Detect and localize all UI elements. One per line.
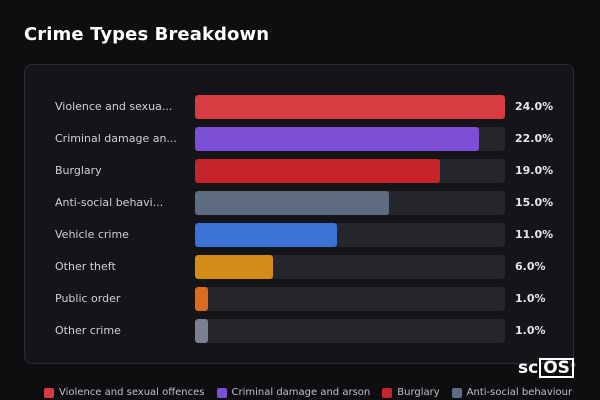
logo-registered-mark: ®: [570, 362, 576, 369]
bar[interactable]: [195, 159, 441, 183]
legend-item[interactable]: Violence and sexual offences: [44, 387, 205, 398]
bar-value-label: 6.0%: [515, 260, 546, 273]
bar-track: [195, 191, 505, 215]
logo-sc: sc: [518, 358, 539, 378]
bar-track: [195, 255, 505, 279]
bar-label: Other theft: [55, 260, 116, 273]
scos-logo: sc OS ®: [518, 358, 576, 378]
legend-item[interactable]: Anti-social behaviour: [451, 387, 573, 398]
bar[interactable]: [195, 95, 505, 119]
bar-label: Anti-social behavi...: [55, 196, 164, 209]
chart-legend: Violence and sexual offences Criminal dam…: [44, 387, 572, 398]
bar-track: [195, 159, 505, 183]
bar-row: Burglary 19.0%: [25, 159, 575, 183]
logo-os: OS: [539, 358, 574, 378]
bar-row: Violence and sexua... 24.0%: [25, 95, 575, 119]
bar-row: Criminal damage an... 22.0%: [25, 127, 575, 151]
bar-label: Other crime: [55, 324, 121, 337]
bar-value-label: 22.0%: [515, 132, 554, 145]
bar-track: [195, 319, 505, 343]
bar[interactable]: [195, 319, 208, 343]
bar-row: Other theft 6.0%: [25, 255, 575, 279]
chart-title: Crime Types Breakdown: [24, 24, 270, 45]
bar-track: [195, 287, 505, 311]
bar-label: Public order: [55, 292, 121, 305]
bar-row: Other crime 1.0%: [25, 319, 575, 343]
bar-value-label: 24.0%: [515, 100, 554, 113]
legend-label: Anti-social behaviour: [466, 387, 573, 398]
bar-track: [195, 95, 505, 119]
bar[interactable]: [195, 191, 389, 215]
legend-item[interactable]: Burglary: [382, 387, 440, 398]
bar-row: Anti-social behavi... 15.0%: [25, 191, 575, 215]
bar-label: Vehicle crime: [55, 228, 129, 241]
bar[interactable]: [195, 287, 208, 311]
bar-row: Public order 1.0%: [25, 287, 575, 311]
bar-row: Vehicle crime 11.0%: [25, 223, 575, 247]
bar-label: Burglary: [55, 164, 102, 177]
legend-swatch: [216, 387, 227, 398]
legend-label: Burglary: [397, 387, 440, 398]
bar-label: Violence and sexua...: [55, 100, 173, 113]
bar-value-label: 1.0%: [515, 324, 546, 337]
bar[interactable]: [195, 223, 338, 247]
legend-swatch: [44, 387, 54, 398]
legend-item[interactable]: Criminal damage and arson: [216, 387, 371, 398]
bar-track: [195, 127, 505, 151]
legend-label: Violence and sexual offences: [59, 387, 205, 398]
bar-label: Criminal damage an...: [55, 132, 177, 145]
bar-value-label: 19.0%: [515, 164, 554, 177]
legend-swatch: [382, 387, 393, 398]
bar-value-label: 11.0%: [515, 228, 554, 241]
bar-value-label: 15.0%: [515, 196, 554, 209]
bar-value-label: 1.0%: [515, 292, 546, 305]
legend-label: Criminal damage and arson: [231, 387, 371, 398]
bar[interactable]: [195, 255, 273, 279]
legend-swatch: [451, 387, 462, 398]
bar-track: [195, 223, 505, 247]
bar[interactable]: [195, 127, 480, 151]
chart-card: Violence and sexua... 24.0% Criminal damag…: [24, 64, 574, 364]
